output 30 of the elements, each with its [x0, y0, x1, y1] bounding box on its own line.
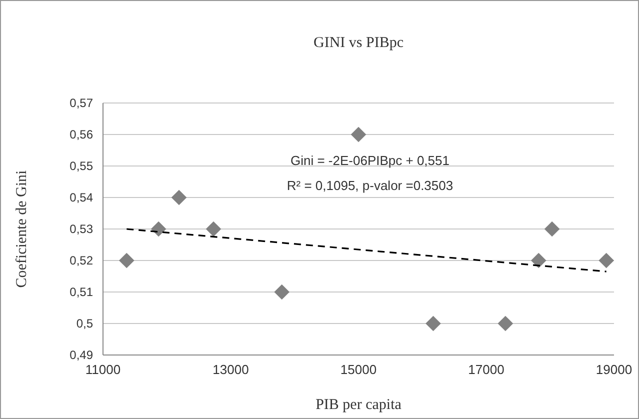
point: [274, 284, 290, 300]
point: [530, 252, 546, 268]
x-tick-label: 17000: [468, 362, 504, 378]
annotation: R² = 0,1095, p-valor =0.3503: [286, 178, 454, 193]
x-tick-label: 19000: [596, 362, 632, 378]
point: [498, 316, 514, 332]
x-tick-label: 15000: [340, 362, 377, 378]
x-axis-title: PIB per capita: [316, 397, 402, 413]
y-tick-label: 0,57: [70, 96, 94, 110]
point: [426, 316, 441, 332]
point: [206, 221, 222, 237]
y-tick-label: 0,49: [70, 348, 94, 362]
y-tick-label: 0,51: [70, 284, 94, 299]
point: [598, 252, 614, 268]
point: [171, 190, 187, 206]
y-tick-label: 0,56: [70, 127, 94, 142]
point: [150, 221, 166, 237]
x-tick-label: 11000: [85, 362, 121, 378]
y-axis-title: Coeficiente de Gini: [14, 170, 30, 288]
chart-title: GINI vs PIBpc: [314, 35, 404, 51]
y-tick-label: 0,5: [76, 316, 94, 330]
x-tick-label: 13000: [212, 362, 249, 378]
y-tick-label: 0,53: [70, 222, 94, 236]
y-tick-label: 0,54: [70, 190, 94, 204]
point: [350, 126, 366, 142]
point: [544, 221, 560, 237]
y-tick-label: 0,55: [70, 158, 94, 173]
annotation: Gini = -2E-06PIBpc + 0,551: [290, 153, 450, 168]
point: [118, 252, 134, 268]
y-tick-label: 0,52: [70, 253, 94, 268]
